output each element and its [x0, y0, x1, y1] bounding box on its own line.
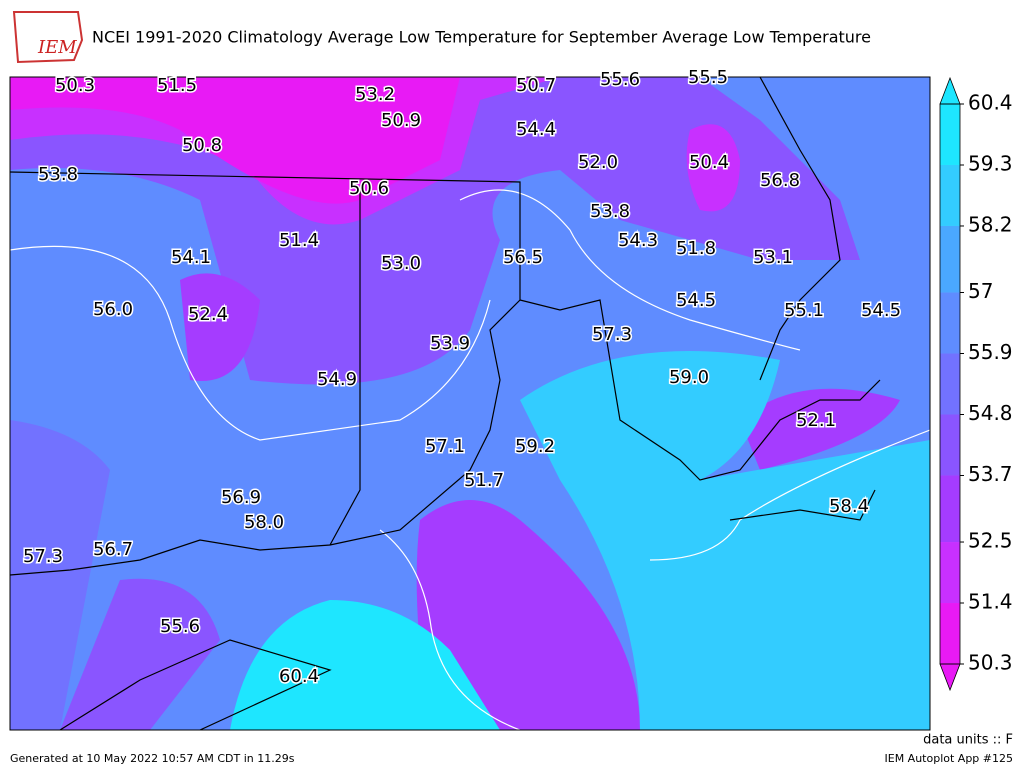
- station-value: 53.8: [38, 164, 78, 185]
- colorbar-tick-label: 59.3: [968, 151, 1013, 175]
- footer-right: IEM Autoplot App #125: [885, 752, 1014, 765]
- station-value: 51.7: [464, 470, 504, 491]
- station-value: 52.1: [796, 410, 836, 431]
- colorbar-frame: [939, 103, 961, 665]
- station-value: 57.3: [592, 324, 632, 345]
- station-value: 57.1: [425, 436, 465, 457]
- station-value: 53.2: [355, 84, 395, 105]
- station-value: 53.8: [590, 201, 630, 222]
- map-frame: [9, 76, 931, 731]
- station-value: 57.3: [23, 546, 63, 567]
- station-value: 50.8: [182, 135, 222, 156]
- station-value: 54.3: [618, 230, 658, 251]
- station-value: 58.0: [244, 512, 284, 533]
- station-value: 50.6: [349, 178, 389, 199]
- station-value: 55.1: [784, 300, 824, 321]
- station-value: 50.4: [689, 152, 729, 173]
- station-value: 53.1: [753, 247, 793, 268]
- station-value: 53.0: [381, 253, 421, 274]
- colorbar-band: [940, 353, 960, 415]
- station-value: 56.9: [221, 487, 261, 508]
- colorbar-band: [940, 414, 960, 476]
- station-value: 50.9: [381, 110, 421, 131]
- station-value: 53.9: [430, 333, 470, 354]
- station-value: 54.4: [516, 119, 556, 140]
- colorbar-arrow-bottom: [939, 663, 961, 692]
- colorbar-band: [940, 292, 960, 354]
- station-value: 54.5: [861, 300, 901, 321]
- station-value: 59.2: [515, 436, 555, 457]
- station-value: 54.5: [676, 290, 716, 311]
- colorbar-band: [940, 225, 960, 293]
- station-value: 51.8: [676, 238, 716, 259]
- station-value: 52.0: [578, 152, 618, 173]
- colorbar-arrow-top: [939, 76, 961, 105]
- station-value: 56.5: [503, 247, 543, 268]
- station-value: 54.1: [171, 247, 211, 268]
- title: NCEI 1991-2020 Climatology Average Low T…: [92, 28, 871, 47]
- colorbar-tick-label: 51.4: [968, 590, 1013, 614]
- station-value: 54.9: [317, 369, 357, 390]
- logo: IEM: [12, 11, 84, 64]
- colorbar-tick-label: 58.2: [968, 212, 1013, 236]
- colorbar-tick-label: 57: [968, 279, 993, 303]
- station-value: 51.4: [279, 230, 319, 251]
- colorbar-tick-label: 53.7: [968, 462, 1013, 486]
- station-value: 55.5: [688, 67, 728, 88]
- colorbar-tick-label: 52.5: [968, 529, 1013, 553]
- colorbar-tick-label: 60.4: [968, 91, 1013, 115]
- station-value: 56.0: [93, 299, 133, 320]
- colorbar-tick-label: 50.3: [968, 651, 1013, 675]
- station-value: 55.6: [160, 616, 200, 637]
- station-value: 51.5: [157, 75, 197, 96]
- station-value: 50.3: [55, 75, 95, 96]
- colorbar-band: [940, 164, 960, 226]
- colorbar-band: [940, 475, 960, 543]
- station-value: 55.6: [600, 69, 640, 90]
- units: data units :: F: [923, 733, 1013, 748]
- station-value: 56.7: [93, 539, 133, 560]
- colorbar-tick-label: 55.9: [968, 340, 1013, 364]
- station-value: 50.7: [516, 75, 556, 96]
- map: [10, 77, 930, 730]
- colorbar-band: [940, 603, 960, 664]
- station-value: 58.4: [829, 496, 869, 517]
- footer-left: Generated at 10 May 2022 10:57 AM CDT in…: [10, 752, 295, 765]
- colorbar-tick-label: 54.8: [968, 401, 1013, 425]
- station-value: 52.4: [188, 304, 228, 325]
- colorbar-band: [940, 542, 960, 604]
- colorbar-band: [940, 104, 960, 165]
- station-value: 59.0: [669, 367, 709, 388]
- logo-text: IEM: [37, 37, 77, 58]
- station-value: 56.8: [760, 170, 800, 191]
- station-value: 60.4: [279, 666, 319, 687]
